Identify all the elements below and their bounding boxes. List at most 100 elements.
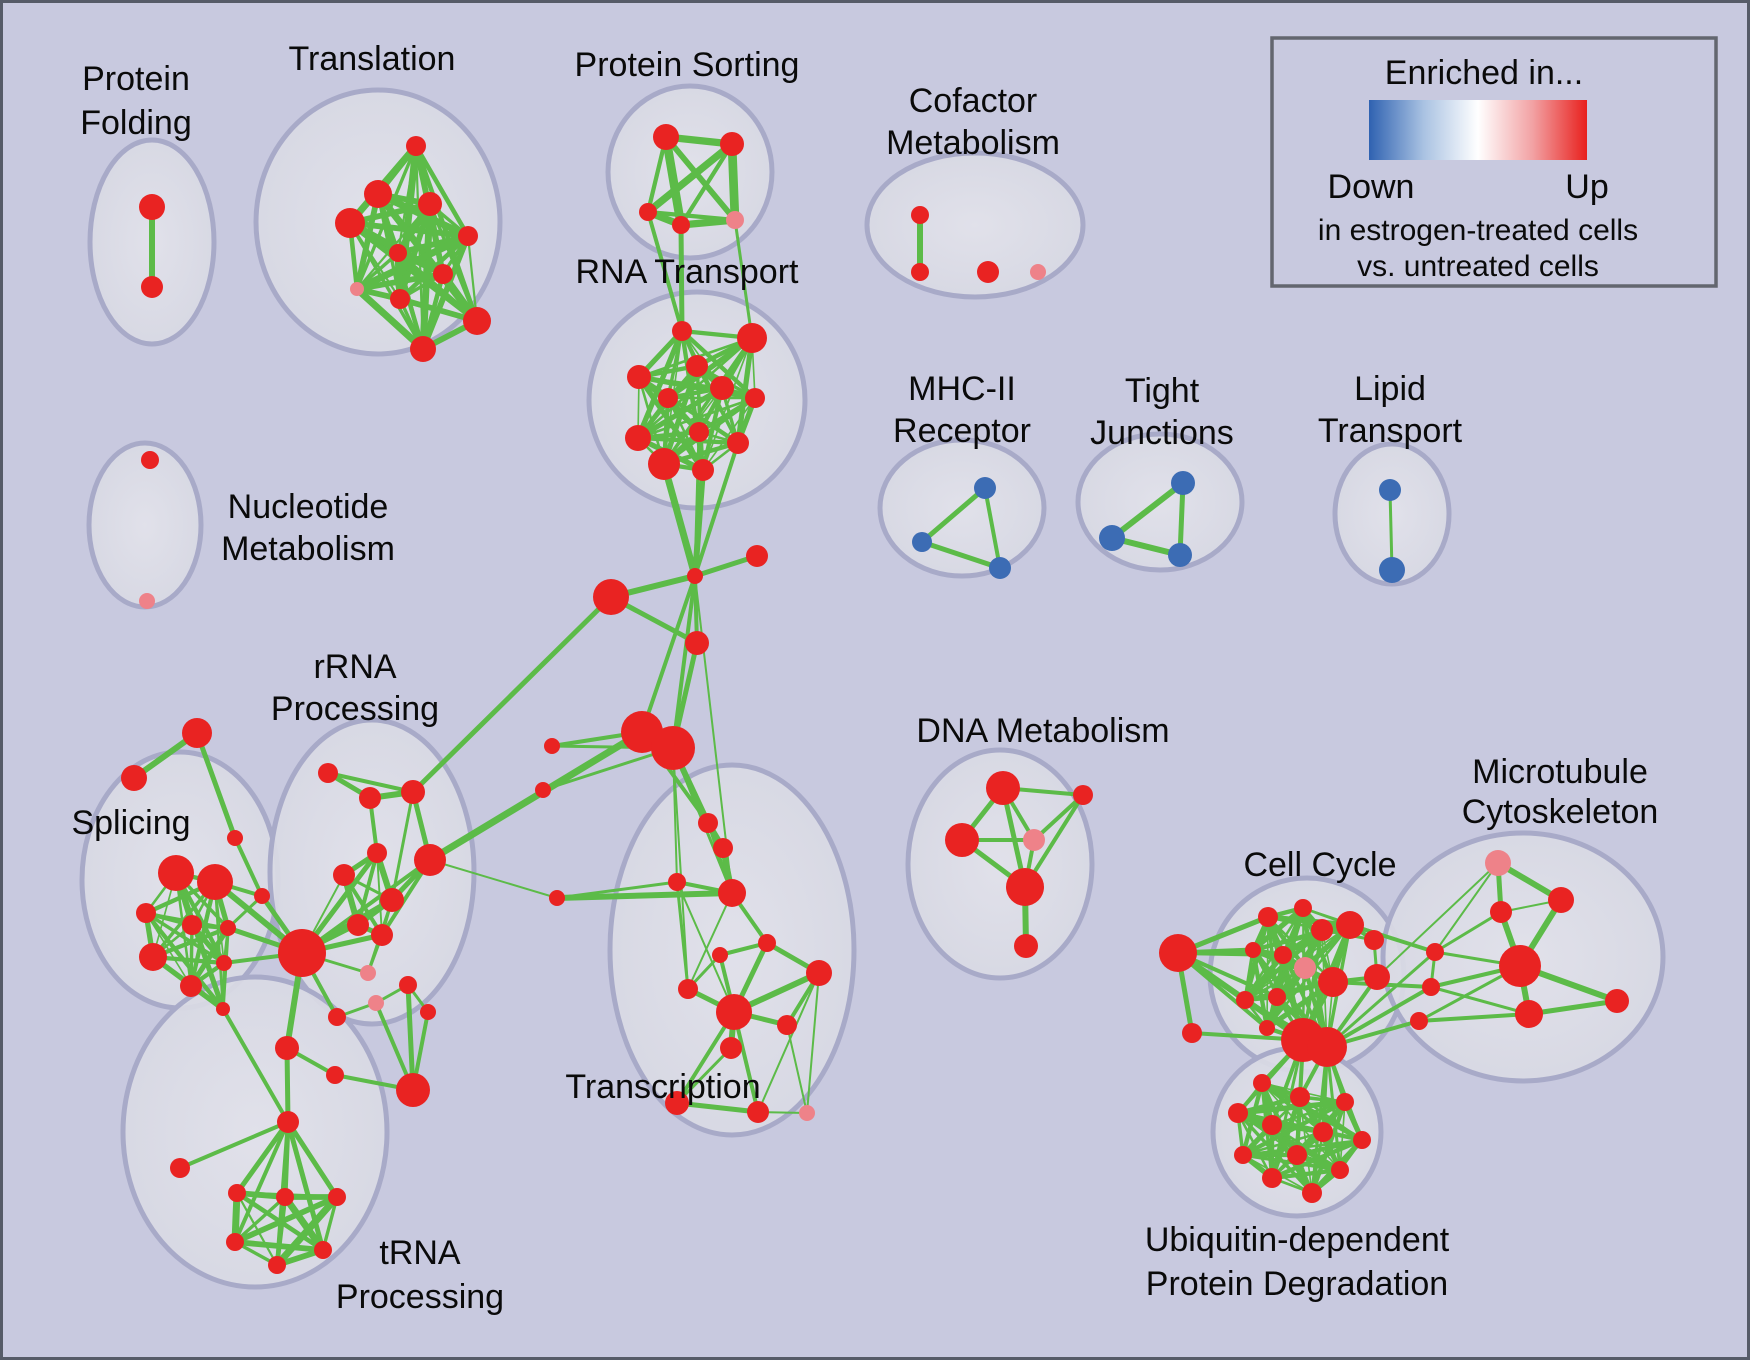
gene-set-node-connector (254, 888, 270, 904)
gene-set-node-splicing (180, 975, 202, 997)
edge-protein-sorting (677, 216, 739, 229)
gene-set-node-mhc-ii-receptor (912, 532, 932, 552)
gene-set-node-trna-processing (276, 1188, 294, 1206)
gene-set-node-cofactor-metabolism (1030, 264, 1046, 280)
edge-connector (672, 747, 689, 990)
cluster-label-cell-cycle: Cell Cycle (1243, 846, 1396, 884)
cluster-label-protein-sorting: Protein Sorting (575, 46, 800, 84)
cluster-label-nucleotide-metabolism: Nucleotide Metabolism (221, 488, 395, 568)
gene-set-node-rna-transport (648, 448, 680, 480)
edge-connector (1376, 862, 1499, 978)
gene-set-node-rrna-processing (371, 924, 393, 946)
edge-cell-cycle (1242, 952, 1286, 1003)
edge-dna-metabolism (1032, 793, 1085, 842)
gene-set-node-dna-metabolism (1073, 785, 1093, 805)
gene-set-node-nucleotide-metabolism (141, 451, 159, 469)
gene-set-node-cell-cycle (1268, 988, 1286, 1006)
gene-set-node-transcription (806, 960, 832, 986)
edge-lipid-transport (1388, 488, 1394, 572)
cluster-label-lipid-transport: Lipid Transport (1318, 370, 1463, 450)
edge-mhc-ii-receptor (983, 486, 1002, 570)
edge-connector (426, 728, 646, 864)
gene-set-node-connector (687, 568, 703, 584)
edge-connector (693, 441, 740, 578)
gene-set-node-splicing (220, 920, 236, 936)
legend: Enriched in... Down Up in estrogen-treated … (1270, 36, 1718, 288)
edge-translation (466, 234, 479, 323)
edge-connector (410, 594, 614, 795)
edge-connector (1325, 985, 1433, 1049)
gene-set-node-transcription (668, 873, 686, 891)
edge-trna-processing (321, 1195, 339, 1252)
gene-set-node-rna-transport (658, 388, 678, 408)
edge-connector (693, 430, 701, 578)
gene-set-node-cell-cycle (1294, 899, 1312, 917)
nodes-layer (121, 124, 1629, 1274)
edge-tight-junctions (1109, 480, 1186, 541)
edge-microtubule-cytoskeleton (1526, 998, 1620, 1017)
edge-connector (733, 218, 754, 340)
edge-microtubule-cytoskeleton (1434, 862, 1499, 953)
edge-connector (678, 222, 685, 334)
gene-set-node-rna-transport (692, 459, 714, 481)
edge-ubiquitin-dependent-protein-degradation (1240, 1099, 1348, 1158)
edge-protein-sorting (644, 140, 736, 216)
gene-set-node-cell-cycle (1294, 957, 1316, 979)
legend-down-label: Down (1328, 168, 1415, 206)
gene-set-node-trna-processing (277, 1111, 299, 1133)
gene-set-node-translation (350, 282, 364, 296)
legend-box (1270, 36, 1718, 288)
gene-set-node-rrna-processing (326, 1066, 344, 1084)
gene-set-node-splicing (158, 855, 194, 891)
cluster-ellipse-trna-processing (120, 974, 390, 1290)
cluster-label-trna-processing: tRNA Processing (336, 1234, 504, 1316)
gene-set-node-rna-transport (627, 365, 651, 389)
gene-set-node-mhc-ii-receptor (989, 557, 1011, 579)
edge-translation (428, 202, 479, 323)
edge-tight-junctions (1177, 480, 1186, 558)
gene-set-node-trna-processing (170, 1158, 190, 1178)
gene-set-node-connector (593, 579, 629, 615)
edge-ubiquitin-dependent-protein-degradation (1235, 1099, 1348, 1116)
edge-trna-processing (178, 1120, 290, 1170)
edge-rna-transport (636, 374, 758, 401)
edge-connector (1270, 1038, 1305, 1180)
edge-transcription (757, 972, 820, 1113)
gene-set-node-cell-cycle (1274, 946, 1292, 964)
edge-protein-sorting (727, 139, 740, 225)
edge-microtubule-cytoskeleton (1433, 910, 1503, 954)
edge-rna-transport (665, 335, 755, 401)
gene-set-node-rna-transport (672, 321, 692, 341)
edge-rna-transport (635, 435, 741, 446)
gene-set-node-protein-sorting (639, 203, 657, 221)
gene-set-node-ubiquitin-dependent-protein-degradation (1313, 1122, 1333, 1142)
labels-layer: Protein Folding Translation Protein Sorting… (71, 40, 1658, 1316)
gene-set-node-nucleotide-metabolism (139, 593, 155, 609)
cluster-label-cofactor-metabolism: Cofactor Metabolism (886, 82, 1060, 162)
gene-set-node-ubiquitin-dependent-protein-degradation (1353, 1131, 1371, 1149)
gene-set-node-rna-transport (710, 376, 734, 400)
gene-set-node-protein-sorting (720, 132, 744, 156)
gene-set-node-splicing (216, 1002, 230, 1016)
gene-set-node-microtubule-cytoskeleton (1605, 989, 1629, 1013)
gene-set-node-protein-sorting (726, 211, 744, 229)
edge-transcription (674, 1100, 761, 1115)
gene-set-node-rrna-processing (420, 1004, 436, 1020)
gene-set-node-ubiquitin-dependent-protein-degradation (1262, 1115, 1282, 1135)
gene-set-node-ubiquitin-dependent-protein-degradation (1234, 1146, 1252, 1164)
gene-set-node-translation (364, 180, 392, 208)
gene-set-node-microtubule-cytoskeleton (1490, 901, 1512, 923)
gene-set-node-transcription (678, 979, 698, 999)
edge-connector (646, 210, 684, 333)
gene-set-node-rrna-processing (347, 914, 369, 936)
gene-set-node-rrna-processing (414, 844, 446, 876)
edge-connector (554, 890, 735, 901)
gene-set-node-cofactor-metabolism (911, 206, 929, 224)
gene-set-node-rrna-processing (368, 995, 384, 1011)
gene-set-node-ubiquitin-dependent-protein-degradation (1287, 1145, 1307, 1165)
edge-rrna-processing (405, 982, 416, 1093)
gene-set-node-transcription (716, 994, 752, 1030)
gene-set-node-rna-transport (686, 355, 708, 377)
cluster-label-rrna-processing: rRNA Processing (271, 648, 439, 728)
